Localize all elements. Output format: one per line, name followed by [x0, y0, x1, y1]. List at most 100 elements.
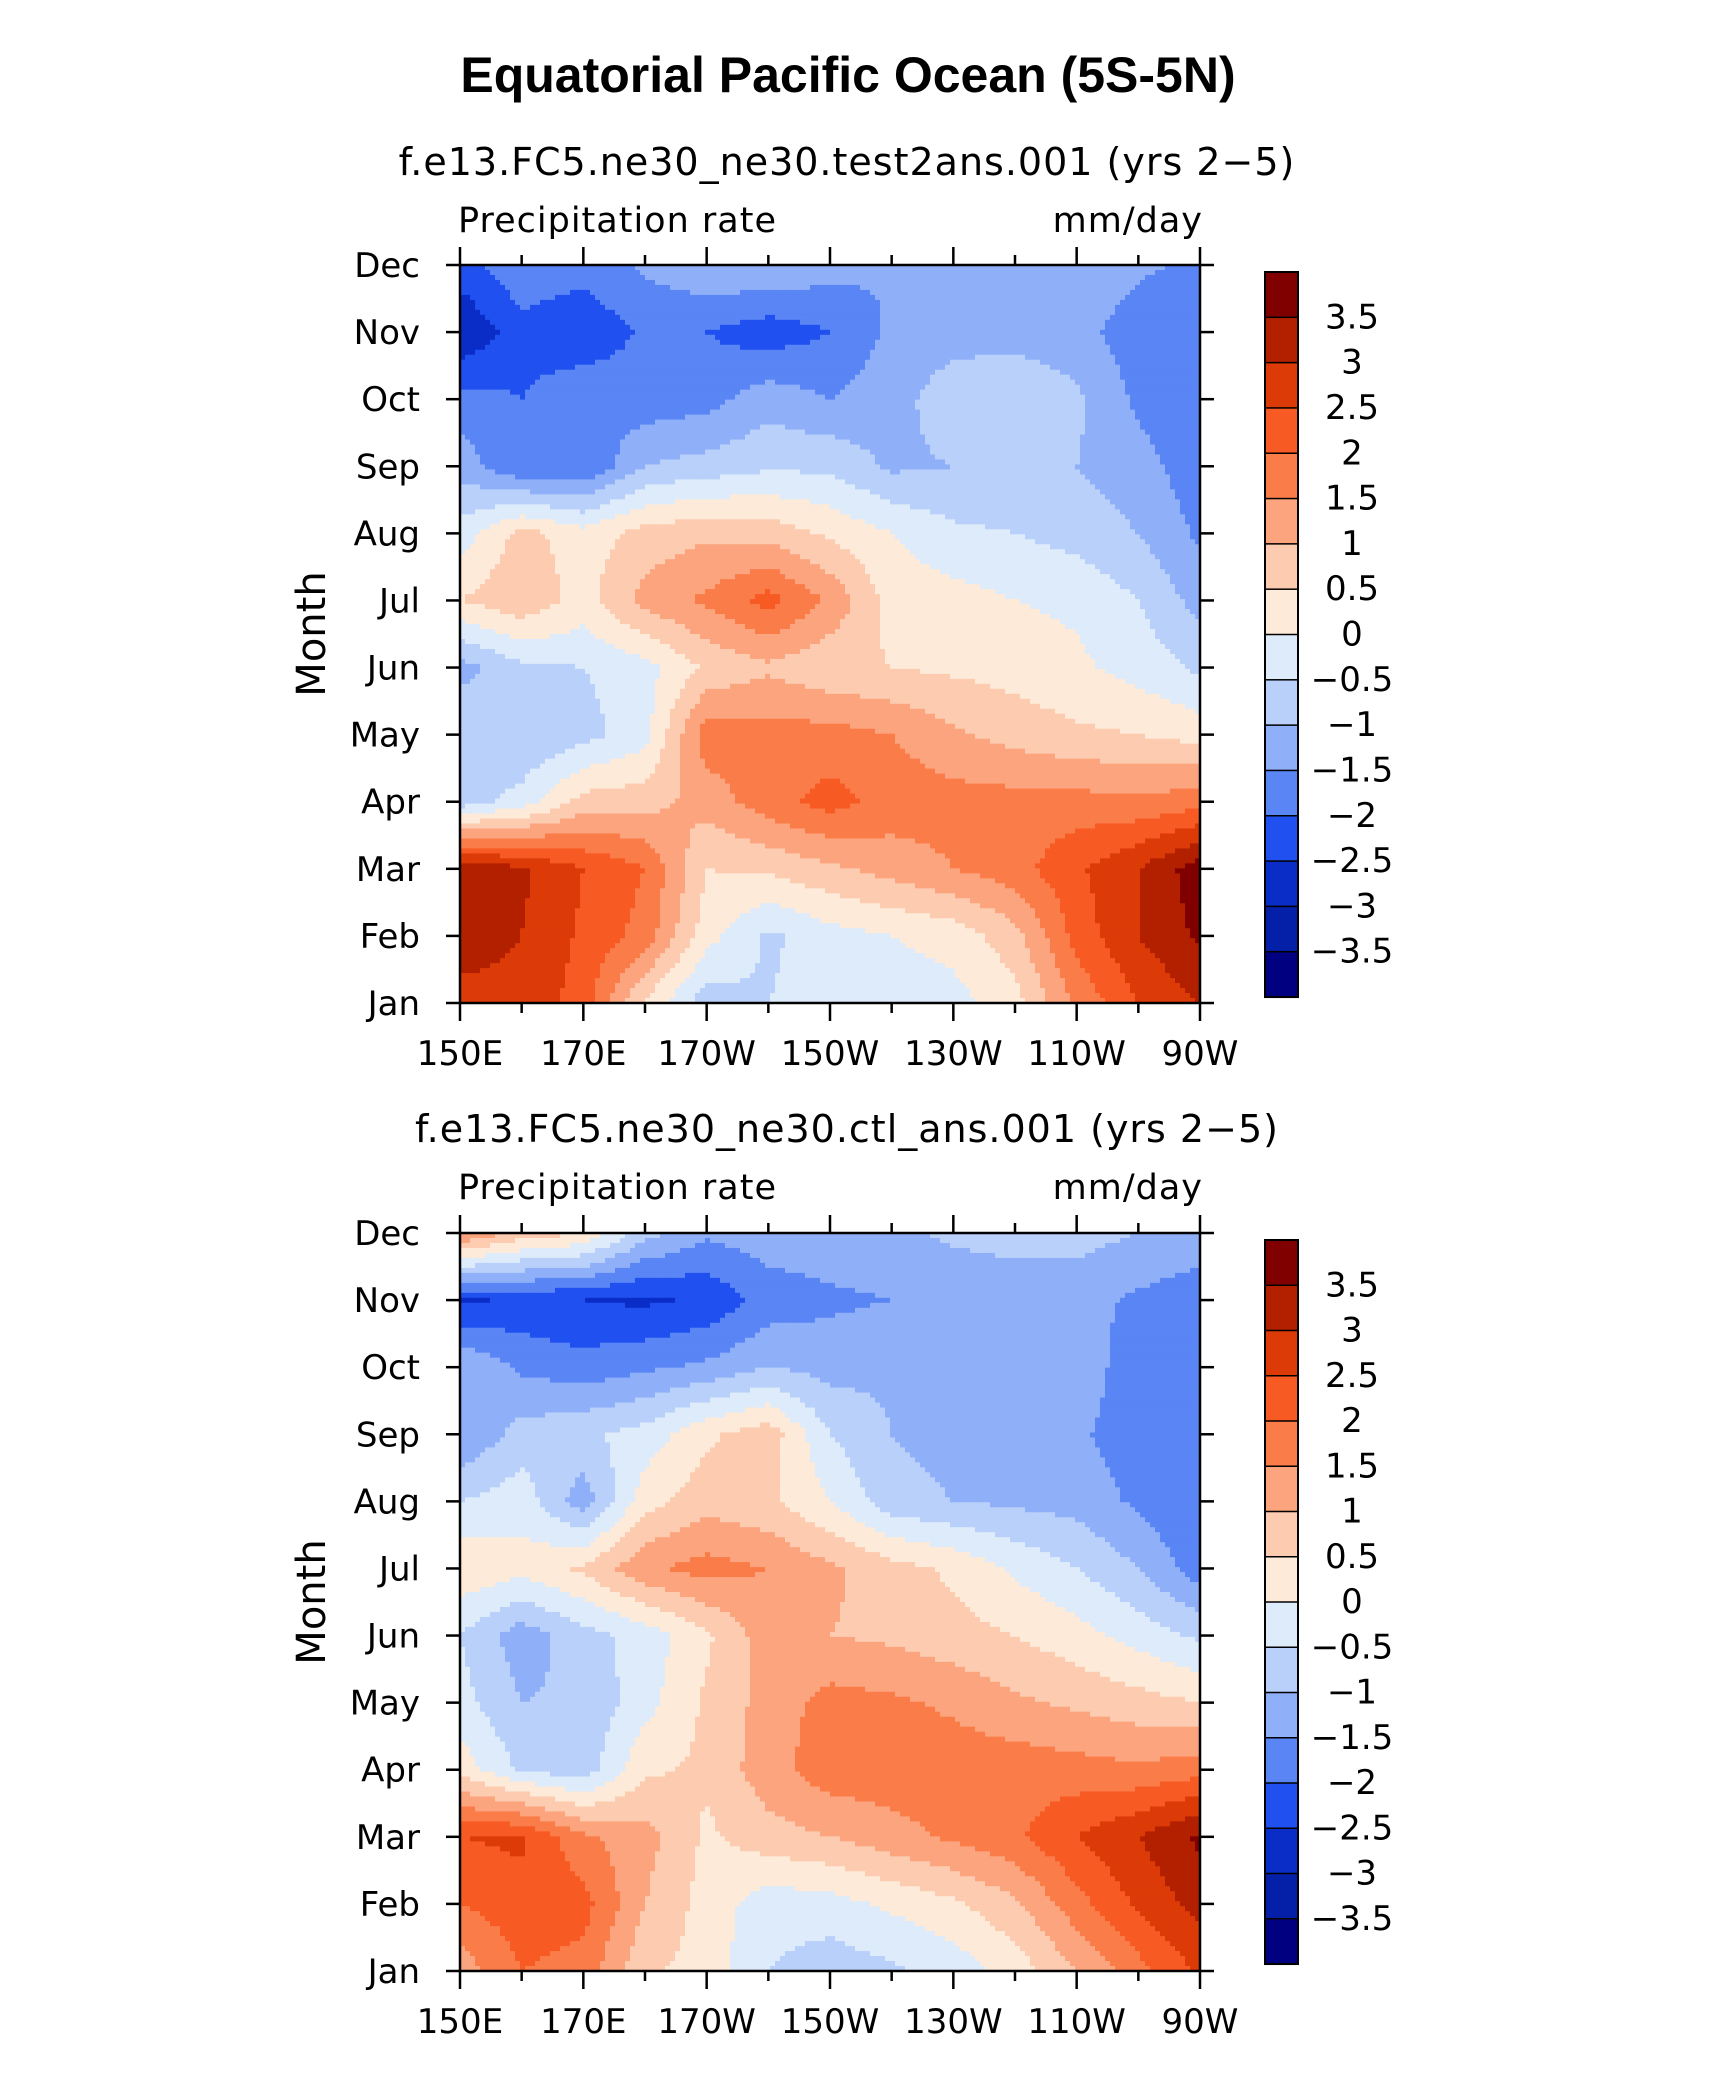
contour-cell	[655, 350, 661, 356]
contour-cell	[1115, 335, 1121, 341]
contour-cell	[600, 290, 606, 296]
contour-cell	[715, 325, 721, 331]
contour-cell	[530, 290, 536, 296]
contour-cell	[700, 365, 706, 371]
contour-cell	[1180, 290, 1186, 296]
contour-cell	[1115, 330, 1121, 336]
contour-cell	[1165, 320, 1171, 326]
contour-cell	[500, 335, 506, 341]
contour-cell	[1105, 350, 1111, 356]
contour-cell	[1010, 320, 1016, 326]
contour-cell	[700, 325, 706, 331]
contour-cell	[905, 295, 911, 301]
contour-cell	[755, 375, 761, 381]
contour-cell	[975, 295, 981, 301]
contour-cell	[1030, 330, 1036, 336]
contour-cell	[590, 280, 596, 286]
contour-cell	[1095, 280, 1101, 286]
contour-cell	[1100, 335, 1106, 341]
contour-cell	[505, 345, 511, 351]
contour-cell	[565, 275, 571, 281]
contour-cell	[645, 270, 651, 276]
contour-cell	[475, 285, 481, 291]
contour-cell	[1070, 345, 1076, 351]
contour-cell	[825, 350, 831, 356]
contour-cell	[510, 270, 516, 276]
contour-cell	[955, 320, 961, 326]
contour-cell	[1000, 315, 1006, 321]
contour-cell	[1115, 325, 1121, 331]
contour-cell	[1180, 325, 1186, 331]
contour-cell	[735, 305, 741, 311]
contour-cell	[995, 295, 1001, 301]
contour-cell	[1025, 365, 1031, 371]
contour-cell	[480, 275, 486, 281]
contour-cell	[820, 350, 826, 356]
contour-cell	[755, 335, 761, 341]
contour-cell	[910, 290, 916, 296]
contour-cell	[1055, 295, 1061, 301]
contour-cell	[685, 370, 691, 376]
contour-cell	[470, 320, 476, 326]
contour-cell	[670, 275, 676, 281]
main-title: Equatorial Pacific Ocean (5S-5N)	[460, 47, 1235, 103]
contour-cell	[1135, 305, 1141, 311]
contour-cell	[1130, 300, 1136, 306]
contour-cell	[615, 320, 621, 326]
contour-cell	[1065, 320, 1071, 326]
contour-cell	[515, 355, 521, 361]
contour-cell	[1130, 355, 1136, 361]
contour-cell	[875, 275, 881, 281]
contour-cell	[995, 320, 1001, 326]
contour-cell	[960, 270, 966, 276]
contour-cell	[1060, 365, 1066, 371]
contour-cell	[745, 290, 751, 296]
contour-cell	[850, 320, 856, 326]
contour-cell	[1175, 330, 1181, 336]
contour-cell	[725, 335, 731, 341]
contour-cell	[1120, 300, 1126, 306]
contour-cell	[940, 305, 946, 311]
contour-cell	[700, 275, 706, 281]
contour-cell	[960, 360, 966, 366]
contour-cell	[505, 270, 511, 276]
contour-cell	[575, 310, 581, 316]
contour-cell	[1125, 295, 1131, 301]
contour-cell	[1030, 270, 1036, 276]
contour-cell	[895, 285, 901, 291]
contour-cell	[500, 275, 506, 281]
contour-cell	[760, 330, 766, 336]
contour-cell	[825, 360, 831, 366]
contour-cell	[1020, 345, 1026, 351]
contour-cell	[700, 320, 706, 326]
contour-cell	[855, 345, 861, 351]
contour-cell	[595, 375, 601, 381]
contour-cell	[570, 290, 576, 296]
contour-cell	[1055, 315, 1061, 321]
contour-cell	[725, 285, 731, 291]
contour-cell	[495, 345, 501, 351]
contour-cell	[665, 330, 671, 336]
contour-cell	[730, 295, 736, 301]
contour-cell	[1115, 295, 1121, 301]
contour-cell	[500, 270, 506, 276]
contour-cell	[665, 295, 671, 301]
contour-cell	[830, 305, 836, 311]
contour-cell	[1020, 355, 1026, 361]
contour-cell	[530, 310, 536, 316]
contour-cell	[855, 325, 861, 331]
contour-cell	[495, 285, 501, 291]
contour-cell	[1160, 295, 1166, 301]
contour-cell	[545, 310, 551, 316]
contour-cell	[520, 345, 526, 351]
contour-cell	[1015, 270, 1021, 276]
contour-cell	[900, 330, 906, 336]
contour-cell	[1170, 335, 1176, 341]
contour-cell	[1170, 285, 1176, 291]
contour-cell	[545, 285, 551, 291]
contour-cell	[900, 345, 906, 351]
contour-cell	[670, 335, 676, 341]
contour-cell	[1115, 290, 1121, 296]
contour-cell	[1060, 300, 1066, 306]
